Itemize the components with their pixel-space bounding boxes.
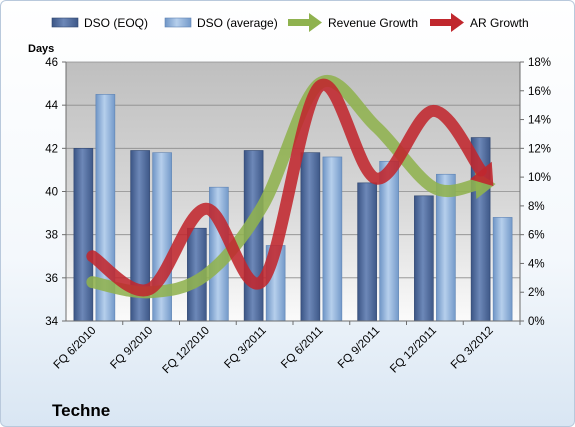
y-left-tick-label: 42	[45, 143, 58, 155]
bar	[357, 182, 377, 322]
x-tick-label: FQ 3/2012	[449, 325, 496, 372]
legend-swatch	[51, 17, 79, 28]
legend-label: DSO (average)	[197, 16, 278, 30]
series-arrowhead	[469, 161, 494, 187]
y-left-tick-label: 36	[45, 273, 58, 285]
line-layer	[86, 75, 496, 299]
x-tick-label: FQ 6/2011	[279, 325, 325, 371]
y-right-tick-label: 12%	[528, 143, 551, 155]
legend-arrowhead	[309, 13, 322, 32]
series-line	[86, 75, 482, 299]
bar	[414, 195, 434, 322]
x-tick-label: FQ 12/2010	[161, 325, 212, 376]
legend-label: AR Growth	[470, 16, 529, 30]
y-left-title: Days	[28, 43, 54, 55]
y-right-tick-label: 16%	[528, 86, 551, 98]
y-left-tick-label: 34	[45, 316, 58, 328]
y-left-tick-label: 40	[45, 187, 58, 199]
legend: DSO (EOQ) DSO (average) Revenue Growth AR G…	[51, 13, 529, 32]
legend-label: DSO (EOQ)	[84, 16, 148, 30]
x-tick-label: FQ 6/2010	[52, 325, 99, 372]
x-tick-label: FQ 9/2011	[336, 325, 382, 371]
series-line	[86, 78, 487, 297]
y-right-tick-label: 14%	[528, 115, 551, 127]
legend-swatch	[164, 17, 192, 28]
y-left-tick-label: 46	[45, 57, 58, 69]
y-right-tick-label: 10%	[528, 172, 551, 184]
y-right-tick-label: 0%	[528, 316, 545, 328]
bar	[300, 152, 321, 322]
legend-arrowhead	[451, 13, 464, 32]
bar	[322, 156, 343, 322]
bar	[73, 148, 94, 322]
x-tick-label: FQ 3/2011	[222, 325, 268, 371]
legend-label: Revenue Growth	[328, 16, 418, 30]
y-right-tick-label: 8%	[528, 201, 545, 213]
y-right-tick-label: 6%	[528, 230, 545, 242]
y-right-tick-label: 4%	[528, 258, 545, 270]
bar	[379, 160, 399, 322]
y-left-tick-label: 38	[45, 230, 58, 242]
y-right-tick-label: 18%	[528, 57, 551, 69]
company-name: Techne	[52, 401, 110, 420]
bar	[492, 217, 513, 322]
y-right-tick-label: 2%	[528, 287, 545, 299]
x-tick-label: FQ 9/2010	[108, 325, 155, 372]
x-tick-label: FQ 12/2011	[388, 325, 439, 376]
y-left-tick-label: 44	[45, 100, 58, 112]
